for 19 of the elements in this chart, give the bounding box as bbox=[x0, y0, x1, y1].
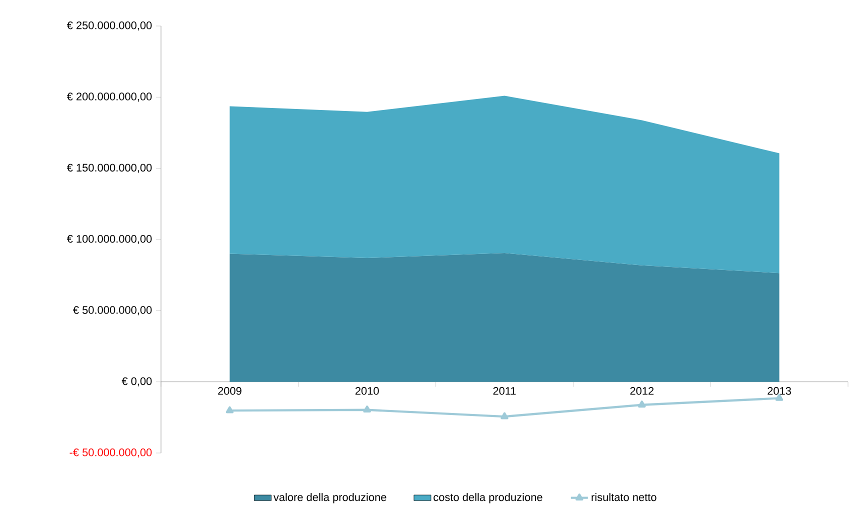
y-tick-label: -€ 50.000.000,00 bbox=[70, 448, 152, 458]
y-tick-label: € 50.000.000,00 bbox=[73, 306, 152, 316]
x-tick-label: 2010 bbox=[355, 387, 379, 395]
legend-label: risultato netto bbox=[592, 493, 656, 502]
point bbox=[500, 412, 508, 420]
legend-label: valore della produzione bbox=[273, 493, 386, 504]
y-tick-label: € 0,00 bbox=[122, 377, 152, 386]
x-tick-label: 2011 bbox=[493, 387, 516, 395]
y-tick-label: € 200.000.000,00 bbox=[66, 92, 152, 102]
y-tick-label: € 150.000.000,00 bbox=[66, 164, 152, 173]
legend-label: costo della produzione bbox=[434, 493, 542, 504]
point bbox=[638, 400, 646, 408]
y-tick-label: € 100.000.000,00 bbox=[66, 234, 152, 244]
x-tick-label: 2012 bbox=[630, 387, 654, 395]
x-tick-label: 2009 bbox=[218, 387, 242, 395]
point bbox=[226, 406, 234, 414]
point bbox=[363, 406, 371, 413]
y-tick-label: € 250.000.000,00 bbox=[66, 21, 152, 31]
x-tick-label: 2013 bbox=[768, 387, 792, 395]
